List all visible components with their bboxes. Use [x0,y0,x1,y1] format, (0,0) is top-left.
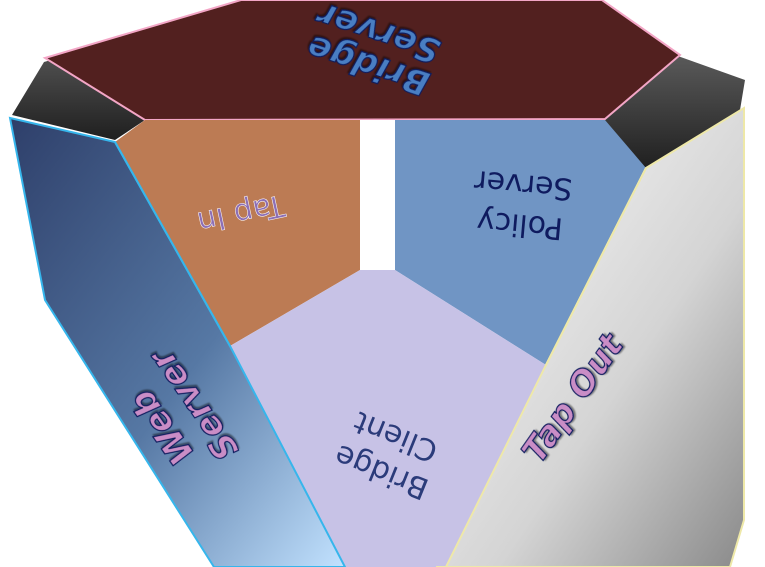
inner-edge-right [545,167,647,366]
back-right-label: Policy Server [472,163,574,246]
back-left-face [115,120,360,346]
cube-bevel-right [600,55,745,170]
bottom-face [230,270,546,567]
right-face [436,106,745,567]
back-right-label-line1: Policy [475,203,564,245]
back-right-label-line2: Server [472,163,574,206]
inner-edge-left [114,141,231,347]
back-right-face [395,120,646,365]
back-center-divider [360,120,395,270]
